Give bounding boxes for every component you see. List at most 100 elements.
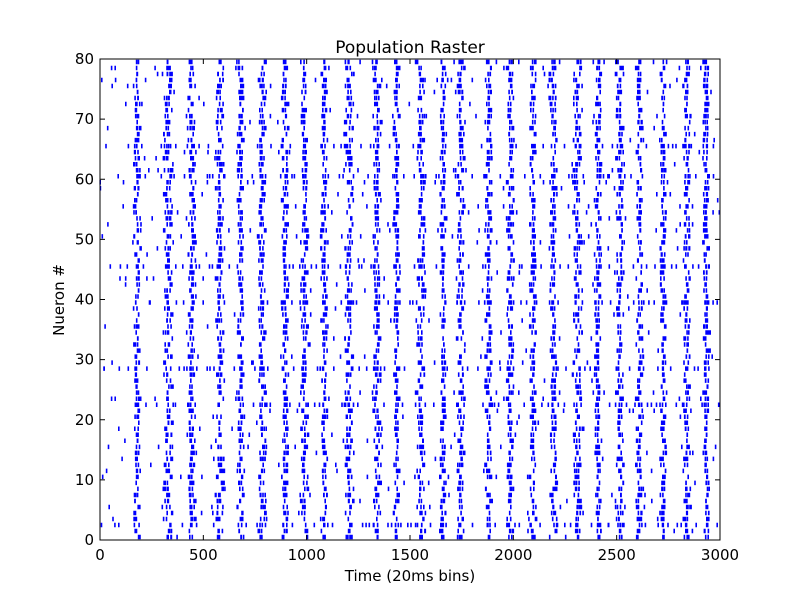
neuron-spike-row [135,59,708,65]
x-tick-label: 2000 [494,546,532,564]
y-tick-label: 70 [75,110,94,128]
neuron-spike-row [134,528,710,534]
neuron-spike-row [133,492,709,498]
neuron-spike-row [134,414,708,419]
neuron-spike-row [112,516,710,522]
x-tick-label: 0 [95,546,105,564]
y-axis-label: Nueron # [50,264,68,336]
y-tick-label: 80 [75,50,94,68]
neuron-spike-row [139,246,710,251]
neuron-spike-row [111,83,709,89]
y-tick-label: 30 [75,351,94,369]
x-tick-label: 1500 [391,546,429,564]
neuron-spike-row [135,168,708,173]
neuron-spike-row [135,384,709,389]
x-tick-label: 500 [189,546,218,564]
neuron-spike-row [135,462,707,468]
neuron-spike-row [101,77,709,83]
neuron-spike-row [134,498,707,504]
neuron-spike-row [110,65,710,71]
neuron-spike-row [136,336,707,341]
x-tick-label: 3000 [701,546,739,564]
neuron-spike-row [134,95,709,101]
neuron-spike-row [136,131,709,137]
neuron-spike-row [121,456,715,462]
x-tick-label: 1000 [288,546,326,564]
neuron-spike-row [135,390,708,395]
neuron-spike-row [137,408,710,413]
neuron-spike-row [134,372,707,377]
neuron-spike-row [133,510,710,516]
neuron-spike-row [135,480,710,486]
neuron-spike-row [135,294,709,299]
neuron-spike-row [134,402,720,407]
neuron-spike-row [136,71,709,77]
neuron-spike-row [118,426,708,431]
neuron-spike-row [132,240,705,245]
neuron-spike-row [134,156,708,161]
neuron-spike-row [134,450,708,456]
neuron-spike-row [103,366,710,371]
neuron-spike-row [134,107,709,113]
neuron-spike-row [117,174,715,179]
y-tick-label: 50 [75,230,94,248]
neuron-spike-row [134,113,709,119]
neuron-spike-row [134,354,713,359]
neuron-spike-row [136,89,712,95]
neuron-spike-row [106,125,709,131]
neuron-spike-row [137,486,710,492]
y-tick-label: 0 [84,531,94,549]
neuron-spike-row [136,119,708,125]
neuron-spike-row [100,522,718,528]
neuron-spike-row [134,198,719,203]
neuron-spike-row [99,186,710,191]
neuron-spike-row [101,234,709,239]
neuron-spike-row [135,432,708,437]
neuron-spike-row [122,204,708,209]
neuron-spike-row [105,468,709,474]
y-tick-label: 60 [75,170,94,188]
y-tick-label: 40 [75,291,94,309]
neuron-spike-row [134,252,707,257]
neuron-spike-row [124,438,707,443]
neuron-spike-row [133,210,721,215]
neuron-spike-row [99,180,709,185]
chart-title: Population Raster [335,38,485,58]
axis-ticks: 0 500 1000 1500 2000 2500 3000 0 10 20 30 40 50 60 70 8… [75,50,739,564]
neuron-spike-row [132,306,708,311]
neuron-spike-row [136,192,709,197]
y-tick-label: 20 [75,411,94,429]
neuron-spike-row [133,162,707,167]
x-axis-label: Time (20ms bins) [344,567,475,585]
neuron-spike-row [133,342,707,347]
neuron-spike-row [107,444,717,450]
neuron-spike-row [138,420,708,425]
neuron-spike-row [137,312,708,317]
neuron-spike-row [125,101,710,107]
neuron-spike-row [134,300,718,305]
neuron-spike-row [101,474,709,480]
neuron-spike-row [110,396,710,401]
neuron-spike-row [124,282,707,287]
neuron-spike-row [135,318,709,323]
neuron-spike-row [136,348,711,353]
neuron-spike-row [119,276,708,281]
y-tick-label: 10 [75,471,94,489]
neuron-spike-row [135,330,711,335]
spike-marks [99,59,721,540]
neuron-spike-row [109,264,710,269]
neuron-spike-row [137,288,708,293]
neuron-spike-row [134,137,715,143]
neuron-spike-row [137,258,706,263]
neuron-spike-row [137,534,709,540]
neuron-spike-row [137,270,708,275]
neuron-spike-row [136,216,708,221]
neuron-spike-row [108,504,709,510]
neuron-spike-row [105,143,715,149]
neuron-spike-row [133,149,708,155]
neuron-spike-row [111,360,709,365]
neuron-spike-row [134,378,710,383]
neuron-spike-row [136,228,708,233]
